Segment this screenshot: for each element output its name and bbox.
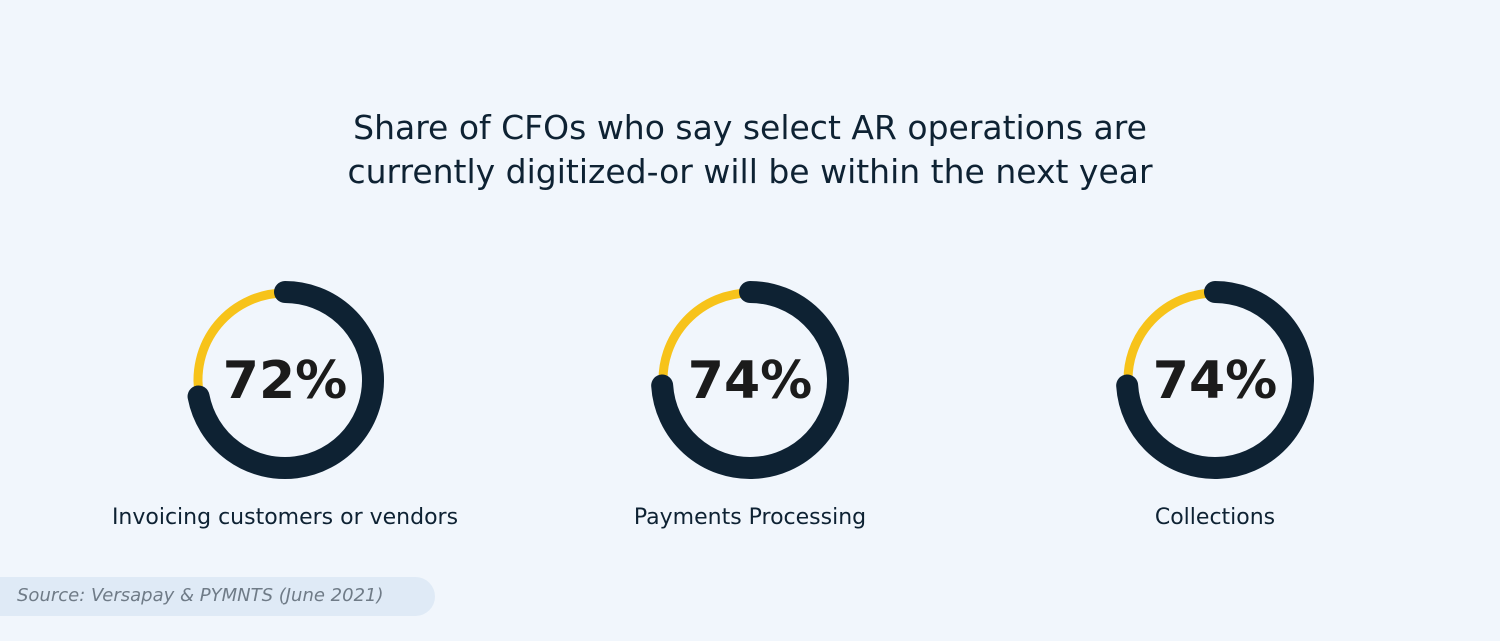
source-text: Source: Versapay & PYMNTS (June 2021): [17, 585, 384, 606]
donut-remainder-arc: [1123, 288, 1216, 386]
donut-svg-collections: [1116, 281, 1314, 479]
donut-remainder-arc: [658, 288, 751, 386]
donut-label-invoicing: Invoicing customers or vendors: [111, 505, 459, 530]
donut-value-invoicing: 72%: [222, 351, 348, 411]
donut-remainder-arc: [193, 288, 286, 398]
chart-title: Share of CFOs who say select AR operatio…: [0, 106, 1500, 194]
source-note: Source: Versapay & PYMNTS (June 2021): [0, 577, 435, 616]
donut-label-payments: Payments Processing: [633, 505, 867, 530]
donut-value-arc: [1116, 281, 1314, 479]
donut-value-payments: 74%: [687, 351, 813, 411]
donut-svg-payments: [651, 281, 849, 479]
donut-label-collections: Collections: [1154, 505, 1276, 530]
donut-value-arc: [187, 281, 384, 479]
chart-title-line-1: Share of CFOs who say select AR operatio…: [353, 108, 1147, 147]
donut-value-arc: [651, 281, 849, 479]
chart-title-line-2: currently digitized-or will be within th…: [347, 152, 1153, 191]
donut-value-collections: 74%: [1152, 351, 1278, 411]
donut-svg-invoicing: [187, 281, 384, 479]
